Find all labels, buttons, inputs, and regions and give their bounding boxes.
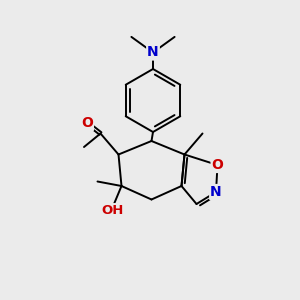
- Text: O: O: [212, 158, 224, 172]
- Text: O: O: [81, 116, 93, 130]
- Text: N: N: [147, 46, 159, 59]
- Text: OH: OH: [101, 204, 124, 217]
- Text: N: N: [210, 185, 222, 199]
